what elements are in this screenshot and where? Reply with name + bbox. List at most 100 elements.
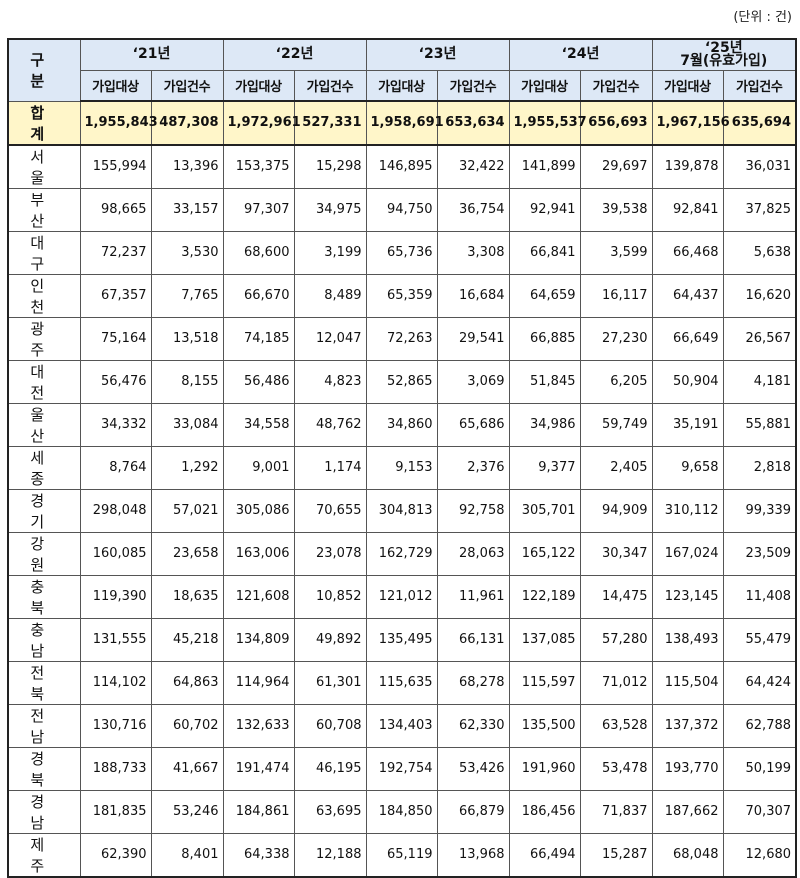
target-count-cell: 139,878: [651, 144, 724, 189]
subscription-count-cell: 59,749: [579, 402, 653, 447]
subscription-count-cell: 60,708: [293, 703, 367, 748]
subscription-count-cell: 527,331: [293, 100, 367, 146]
subscription-count-cell: 49,892: [293, 617, 367, 662]
target-count-cell: 192,754: [365, 746, 438, 791]
subscription-count-cell: 2,818: [722, 445, 797, 490]
target-count-cell: 131,555: [79, 617, 152, 662]
subscription-count-cell: 487,308: [150, 100, 224, 146]
subscription-count-cell: 13,518: [150, 316, 224, 361]
target-count-cell: 64,437: [651, 273, 724, 318]
target-count-cell: 135,495: [365, 617, 438, 662]
subscription-count-cell: 5,638: [722, 230, 797, 275]
header-sub-target: 가입대상: [79, 69, 152, 102]
target-count-cell: 66,468: [651, 230, 724, 275]
subscription-count-cell: 3,069: [436, 359, 510, 404]
target-count-cell: 66,841: [508, 230, 581, 275]
subscription-count-cell: 2,405: [579, 445, 653, 490]
target-count-cell: 298,048: [79, 488, 152, 533]
target-count-cell: 68,048: [651, 832, 724, 877]
subscription-count-cell: 57,021: [150, 488, 224, 533]
target-count-cell: 92,941: [508, 187, 581, 232]
subscription-count-cell: 13,396: [150, 144, 224, 189]
subscription-count-cell: 16,620: [722, 273, 797, 318]
target-count-cell: 191,474: [222, 746, 295, 791]
target-count-cell: 34,986: [508, 402, 581, 447]
target-count-cell: 8,764: [79, 445, 152, 490]
target-count-cell: 56,476: [79, 359, 152, 404]
region-cell: 경 남: [7, 789, 81, 834]
region-cell: 충 북: [7, 574, 81, 619]
region-cell: 인 천: [7, 273, 81, 318]
subscription-count-cell: 63,528: [579, 703, 653, 748]
subscription-count-cell: 7,765: [150, 273, 224, 318]
target-count-cell: 193,770: [651, 746, 724, 791]
target-count-cell: 304,813: [365, 488, 438, 533]
table-row: 대 전 56,476 8,155 56,486 4,823 52,865 3,069 51,8…: [7, 359, 797, 404]
target-count-cell: 51,845: [508, 359, 581, 404]
table-row: 경 북 188,733 41,667 191,474 46,195 192,754 53,4…: [7, 746, 797, 791]
region-cell: 부 산: [7, 187, 81, 232]
subscription-count-cell: 3,308: [436, 230, 510, 275]
target-count-cell: 66,649: [651, 316, 724, 361]
target-count-cell: 94,750: [365, 187, 438, 232]
subscription-count-cell: 33,084: [150, 402, 224, 447]
target-count-cell: 184,850: [365, 789, 438, 834]
target-count-cell: 137,085: [508, 617, 581, 662]
subscription-count-cell: 635,694: [722, 100, 797, 146]
target-count-cell: 165,122: [508, 531, 581, 576]
target-count-cell: 167,024: [651, 531, 724, 576]
subscription-count-cell: 46,195: [293, 746, 367, 791]
target-count-cell: 130,716: [79, 703, 152, 748]
table-row: 전 남 130,716 60,702 132,633 60,708 134,403 62,3…: [7, 703, 797, 748]
subscription-count-cell: 12,680: [722, 832, 797, 877]
target-count-cell: 34,332: [79, 402, 152, 447]
target-count-cell: 122,189: [508, 574, 581, 619]
target-count-cell: 34,860: [365, 402, 438, 447]
target-count-cell: 68,600: [222, 230, 295, 275]
target-count-cell: 184,861: [222, 789, 295, 834]
target-count-cell: 132,633: [222, 703, 295, 748]
subscription-count-cell: 10,852: [293, 574, 367, 619]
subscription-count-cell: 13,968: [436, 832, 510, 877]
target-count-cell: 163,006: [222, 531, 295, 576]
table-row: 전 북 114,102 64,863 114,964 61,301 115,635 68,2…: [7, 660, 797, 705]
target-count-cell: 92,841: [651, 187, 724, 232]
subscription-count-cell: 41,667: [150, 746, 224, 791]
subscription-count-cell: 39,538: [579, 187, 653, 232]
region-cell: 울 산: [7, 402, 81, 447]
subscription-count-cell: 656,693: [579, 100, 653, 146]
target-count-cell: 72,237: [79, 230, 152, 275]
region-cell: 대 구: [7, 230, 81, 275]
subscription-count-cell: 71,837: [579, 789, 653, 834]
subscription-count-cell: 8,155: [150, 359, 224, 404]
target-count-cell: 35,191: [651, 402, 724, 447]
subscription-count-cell: 60,702: [150, 703, 224, 748]
target-count-cell: 50,904: [651, 359, 724, 404]
header-year-2021: ‘21년: [79, 38, 224, 71]
subscription-count-cell: 68,278: [436, 660, 510, 705]
subscription-count-cell: 36,754: [436, 187, 510, 232]
subscription-count-cell: 61,301: [293, 660, 367, 705]
region-cell: 광 주: [7, 316, 81, 361]
target-count-cell: 181,835: [79, 789, 152, 834]
target-count-cell: 52,865: [365, 359, 438, 404]
target-count-cell: 146,895: [365, 144, 438, 189]
table-row: 강 원 160,085 23,658 163,006 23,078 162,729 28,0…: [7, 531, 797, 576]
subscription-count-cell: 23,658: [150, 531, 224, 576]
subscription-count-cell: 37,825: [722, 187, 797, 232]
target-count-cell: 155,994: [79, 144, 152, 189]
header-region: 구 분: [7, 38, 81, 102]
header-row-years: 구 분 ‘21년 ‘22년 ‘23년 ‘24년 ‘25년 7월(유효가입): [7, 38, 797, 102]
target-count-cell: 56,486: [222, 359, 295, 404]
subscription-count-cell: 12,047: [293, 316, 367, 361]
subscription-count-cell: 92,758: [436, 488, 510, 533]
region-cell: 서 울: [7, 144, 81, 189]
subscription-count-cell: 3,199: [293, 230, 367, 275]
subscription-count-cell: 62,330: [436, 703, 510, 748]
target-count-cell: 115,635: [365, 660, 438, 705]
subscription-count-cell: 14,475: [579, 574, 653, 619]
subscription-count-cell: 16,117: [579, 273, 653, 318]
target-count-cell: 310,112: [651, 488, 724, 533]
target-count-cell: 34,558: [222, 402, 295, 447]
target-count-cell: 72,263: [365, 316, 438, 361]
